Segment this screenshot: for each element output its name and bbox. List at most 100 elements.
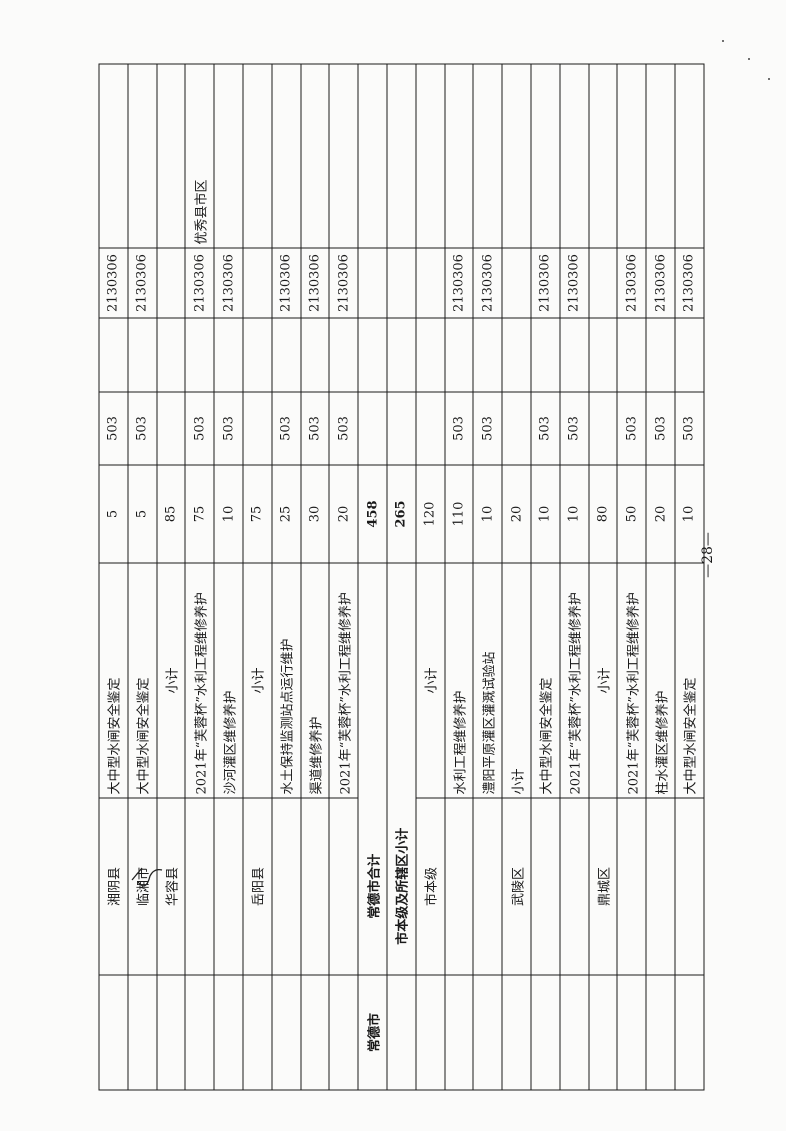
- cell-code2: [271, 317, 301, 392]
- cell-remark: [357, 63, 387, 248]
- cell-project: 大中型水闸安全鉴定: [98, 562, 128, 798]
- cell-county: 市本级: [415, 797, 445, 975]
- cell-amount: 5: [127, 464, 157, 563]
- cell-city: [674, 974, 704, 1090]
- table-row: 常德市 常德市合计 458: [357, 63, 387, 1090]
- cell-code1: 503: [127, 391, 157, 465]
- cell-county: 岳阳县: [242, 797, 272, 975]
- cell-city: [530, 974, 560, 1090]
- cell-amount: 10: [213, 464, 243, 563]
- cell-code1: 503: [530, 391, 560, 465]
- cell-code1: [357, 391, 387, 465]
- cell-amount: 30: [300, 464, 329, 563]
- cell-code2: [559, 317, 589, 392]
- cell-county: [213, 797, 243, 975]
- cell-city: [156, 974, 185, 1090]
- cell-amount: 10: [559, 464, 589, 563]
- table-row: 鼎城区 小计 80: [588, 63, 617, 1090]
- table-row: 湘阴县 大中型水闸安全鉴定 5 503 2130306: [98, 63, 128, 1090]
- cell-remark: [415, 63, 445, 248]
- cell-code1: 503: [213, 391, 243, 465]
- cell-city: [184, 974, 214, 1090]
- table-row: 澧阳平原灌区灌溉试验站 10 503 2130306: [472, 63, 502, 1090]
- table-row: 大中型水闸安全鉴定 10 503 2130306: [530, 63, 560, 1090]
- cell-code2: [98, 317, 128, 392]
- cell-county: [444, 797, 473, 975]
- cell-city: [559, 974, 589, 1090]
- cell-code1: 503: [472, 391, 502, 465]
- cell-remark: [530, 63, 560, 248]
- cell-remark: [559, 63, 589, 248]
- table-row: 市本级及所辖区小计 265: [386, 63, 416, 1090]
- cell-remark: [127, 63, 157, 248]
- cell-project: 小计: [415, 562, 445, 798]
- cell-project: 澧阳平原灌区灌溉试验站: [472, 562, 502, 798]
- cell-code1: [501, 391, 531, 465]
- cell-code2: [616, 317, 646, 392]
- cell-project: 大中型水闸安全鉴定: [674, 562, 704, 798]
- cell-remark: [242, 63, 272, 248]
- cell-city: [501, 974, 531, 1090]
- cell-project: 2021年“芙蓉杯”水利工程维修养护: [184, 562, 214, 798]
- cell-county: [616, 797, 646, 975]
- cell-project: 水利工程维修养护: [444, 562, 473, 798]
- cell-county: [300, 797, 329, 975]
- cell-project: 2021年“芙蓉杯”水利工程维修养护: [328, 562, 358, 798]
- cell-code2: [530, 317, 560, 392]
- cell-code3: 2130306: [300, 247, 329, 318]
- cell-code1: 503: [328, 391, 358, 465]
- cell-project: 小计: [501, 562, 531, 798]
- cell-code3: 2130306: [271, 247, 301, 318]
- cell-amount: 50: [616, 464, 646, 563]
- table-row: 大中型水闸安全鉴定 10 503 2130306: [674, 63, 704, 1090]
- cell-code2: [184, 317, 214, 392]
- cell-code3: 2130306: [213, 247, 243, 318]
- cell-code3: [242, 247, 272, 318]
- handwritten-check-mark: [131, 867, 163, 887]
- cell-amount: 10: [530, 464, 560, 563]
- cell-code3: 2130306: [328, 247, 358, 318]
- table-row: 市本级 小计 120: [415, 63, 445, 1090]
- cell-amount: 80: [588, 464, 617, 563]
- cell-code2: [444, 317, 473, 392]
- cell-city: [98, 974, 128, 1090]
- cell-project: 2021年“芙蓉杯”水利工程维修养护: [559, 562, 589, 798]
- cell-city: [472, 974, 502, 1090]
- cell-county: 市本级及所辖区小计: [386, 797, 416, 975]
- cell-amount: 120: [415, 464, 445, 563]
- cell-amount: 75: [184, 464, 214, 563]
- cell-code3: 2130306: [184, 247, 214, 318]
- cell-city: [127, 974, 157, 1090]
- cell-code2: [386, 317, 416, 392]
- cell-code1: 503: [559, 391, 589, 465]
- cell-remark: [501, 63, 531, 248]
- cell-code1: [386, 391, 416, 465]
- table-row: 水利工程维修养护 110 503 2130306: [444, 63, 473, 1090]
- cell-code1: 503: [271, 391, 301, 465]
- cell-county: [530, 797, 560, 975]
- cell-code3: [501, 247, 531, 318]
- cell-code1: 503: [674, 391, 704, 465]
- cell-project: 小计: [156, 562, 185, 798]
- cell-code1: 503: [444, 391, 473, 465]
- cell-city: [242, 974, 272, 1090]
- cell-county: [674, 797, 704, 975]
- cell-code3: [357, 247, 387, 318]
- cell-code2: [213, 317, 243, 392]
- cell-remark: [300, 63, 329, 248]
- cell-project: 大中型水闸安全鉴定: [530, 562, 560, 798]
- cell-code2: [242, 317, 272, 392]
- cell-code2: [328, 317, 358, 392]
- cell-remark: [444, 63, 473, 248]
- cell-code2: [674, 317, 704, 392]
- table-row: 水土保持监测站点运行维护 25 503 2130306: [271, 63, 301, 1090]
- cell-code3: 2130306: [616, 247, 646, 318]
- table-row: 华容县 小计 85: [156, 63, 185, 1090]
- cell-amount: 20: [501, 464, 531, 563]
- cell-city: [588, 974, 617, 1090]
- cell-remark: [386, 63, 416, 248]
- scan-speck: [748, 58, 750, 60]
- cell-code2: [415, 317, 445, 392]
- cell-code3: [156, 247, 185, 318]
- cell-code3: 2130306: [645, 247, 675, 318]
